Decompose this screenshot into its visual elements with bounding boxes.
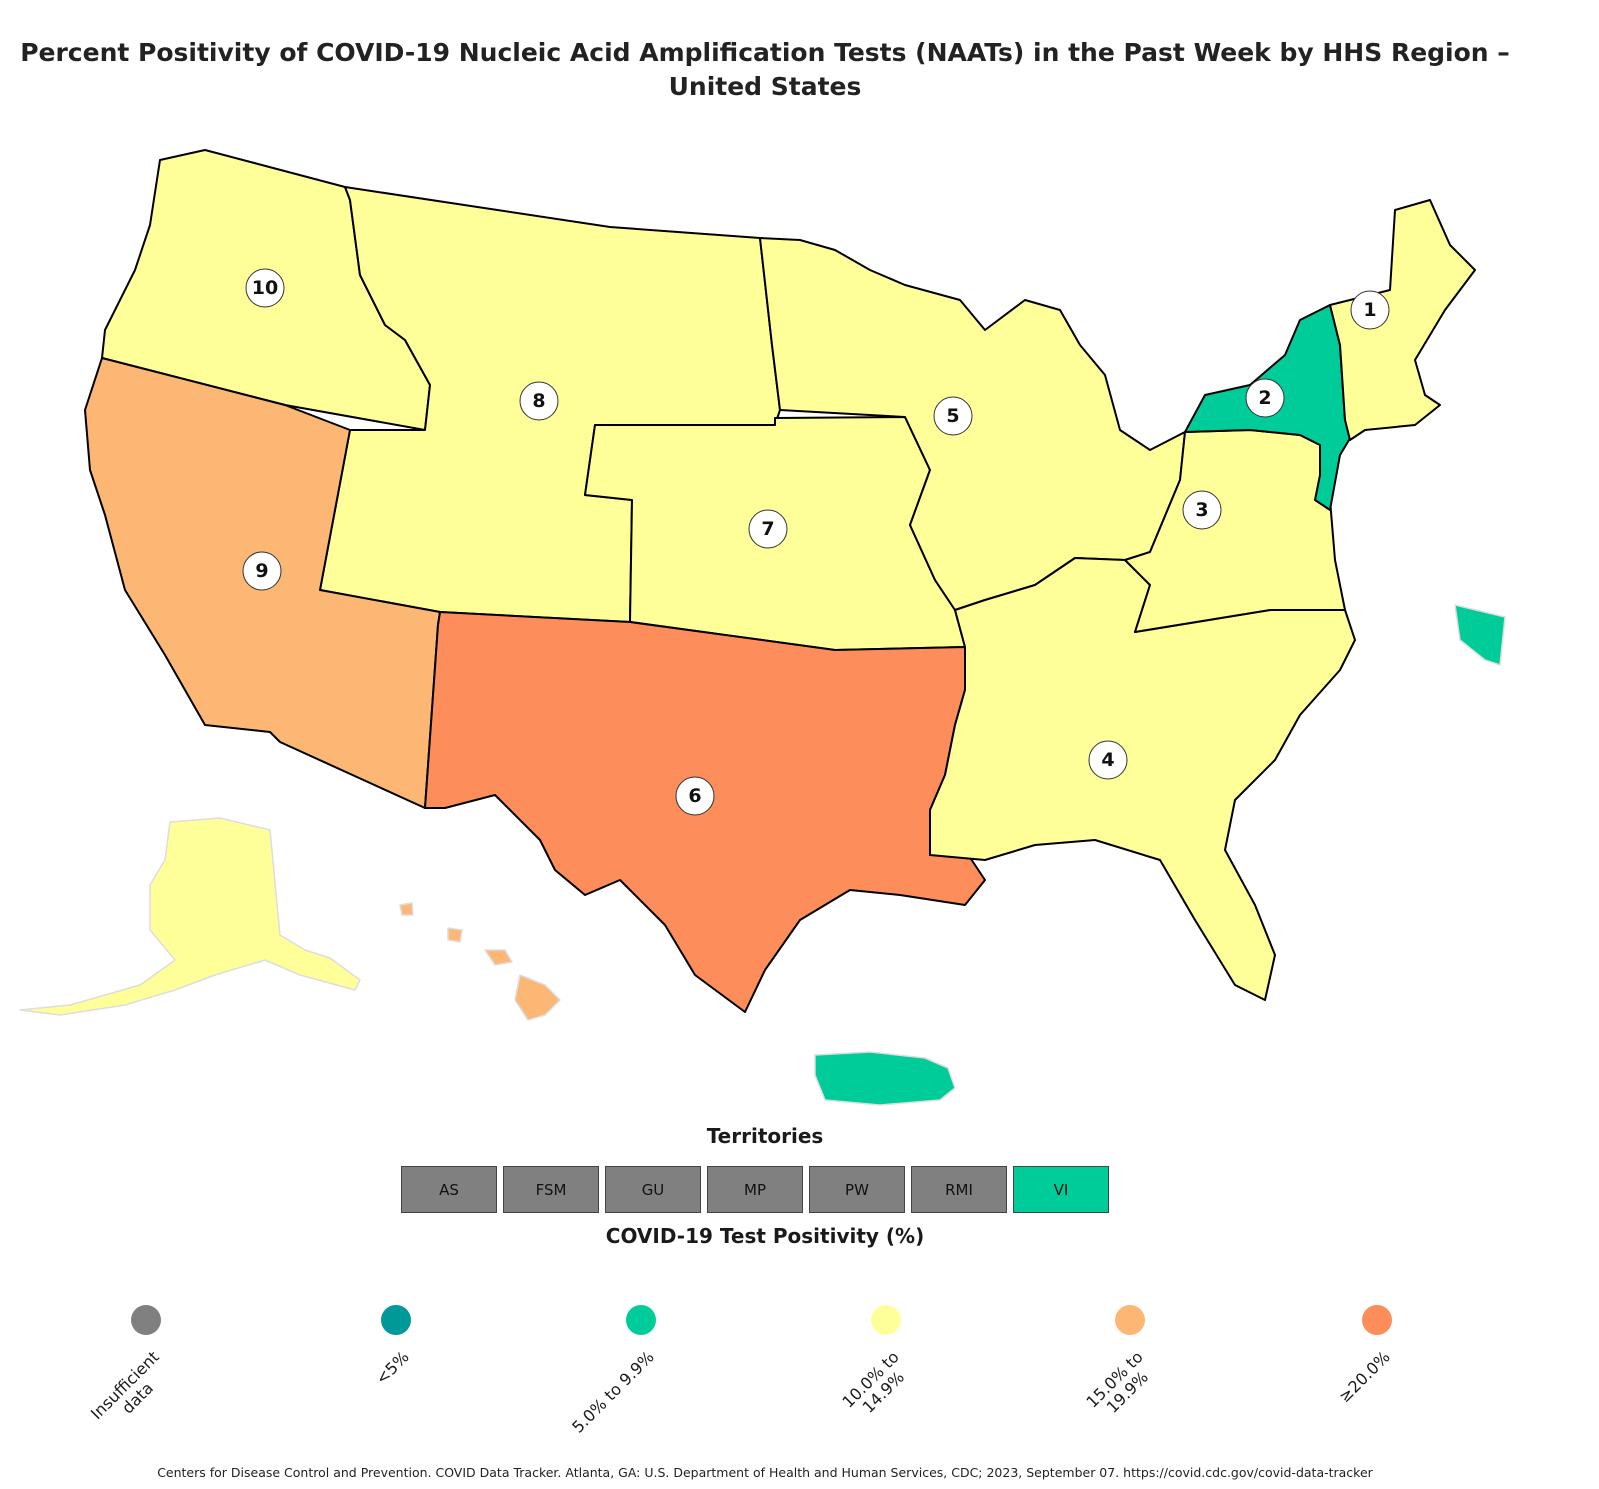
region-number-label: 4 — [1101, 749, 1114, 771]
region-badge-7: 7 — [748, 509, 788, 549]
title-line-1: Percent Positivity of COVID-19 Nucleic A… — [20, 38, 1510, 67]
territory-fsm[interactable]: FSM — [503, 1166, 599, 1213]
legend-swatch — [1115, 1305, 1145, 1335]
territory-mp[interactable]: MP — [707, 1166, 803, 1213]
alaska-shape[interactable] — [19, 817, 361, 1016]
map-title: Percent Positivity of COVID-19 Nucleic A… — [0, 36, 1530, 104]
region-badge-9: 9 — [242, 551, 282, 591]
region-badge-4: 4 — [1088, 740, 1128, 780]
region-1-shape[interactable] — [1329, 199, 1476, 441]
region-number-label: 1 — [1363, 299, 1376, 321]
legend-title: COVID-19 Test Positivity (%) — [605, 1224, 925, 1248]
citation: Centers for Disease Control and Preventi… — [157, 1465, 1373, 1480]
hawaii-big-island[interactable] — [514, 974, 561, 1021]
legend-swatch — [871, 1305, 901, 1335]
region-badge-8: 8 — [519, 381, 559, 421]
territory-as[interactable]: AS — [401, 1166, 497, 1213]
legend-swatch — [1362, 1305, 1392, 1335]
legend-swatch — [381, 1305, 411, 1335]
region-number-label: 7 — [761, 518, 774, 540]
region-number-label: 10 — [252, 277, 278, 299]
virgin-islands-shape[interactable] — [1454, 604, 1506, 666]
legend-swatch — [626, 1305, 656, 1335]
hawaii-maui[interactable] — [484, 949, 513, 966]
territory-gu[interactable]: GU — [605, 1166, 701, 1213]
territories-title: Territories — [706, 1124, 824, 1148]
region-badge-1: 1 — [1350, 290, 1390, 330]
puerto-rico-shape[interactable] — [814, 1051, 956, 1106]
region-number-label: 3 — [1195, 499, 1208, 521]
region-number-label: 8 — [532, 390, 545, 412]
territory-pw[interactable]: PW — [809, 1166, 905, 1213]
region-number-label: 6 — [688, 785, 701, 807]
territory-vi[interactable]: VI — [1013, 1166, 1109, 1213]
region-number-label: 9 — [255, 560, 268, 582]
hawaii-oahu[interactable] — [447, 927, 463, 943]
region-number-label: 2 — [1258, 387, 1271, 409]
region-badge-6: 6 — [675, 776, 715, 816]
region-badge-2: 2 — [1245, 378, 1285, 418]
region-number-label: 5 — [946, 405, 959, 427]
region-badge-5: 5 — [933, 396, 973, 436]
region-badge-10: 10 — [245, 268, 285, 308]
region-badge-3: 3 — [1182, 490, 1222, 530]
hawaii-kauai[interactable] — [399, 902, 414, 916]
legend-swatch — [131, 1305, 161, 1335]
title-line-2: United States — [668, 72, 862, 101]
territories-row: AS FSM GU MP PW RMI VI — [401, 1166, 1115, 1213]
territory-rmi[interactable]: RMI — [911, 1166, 1007, 1213]
